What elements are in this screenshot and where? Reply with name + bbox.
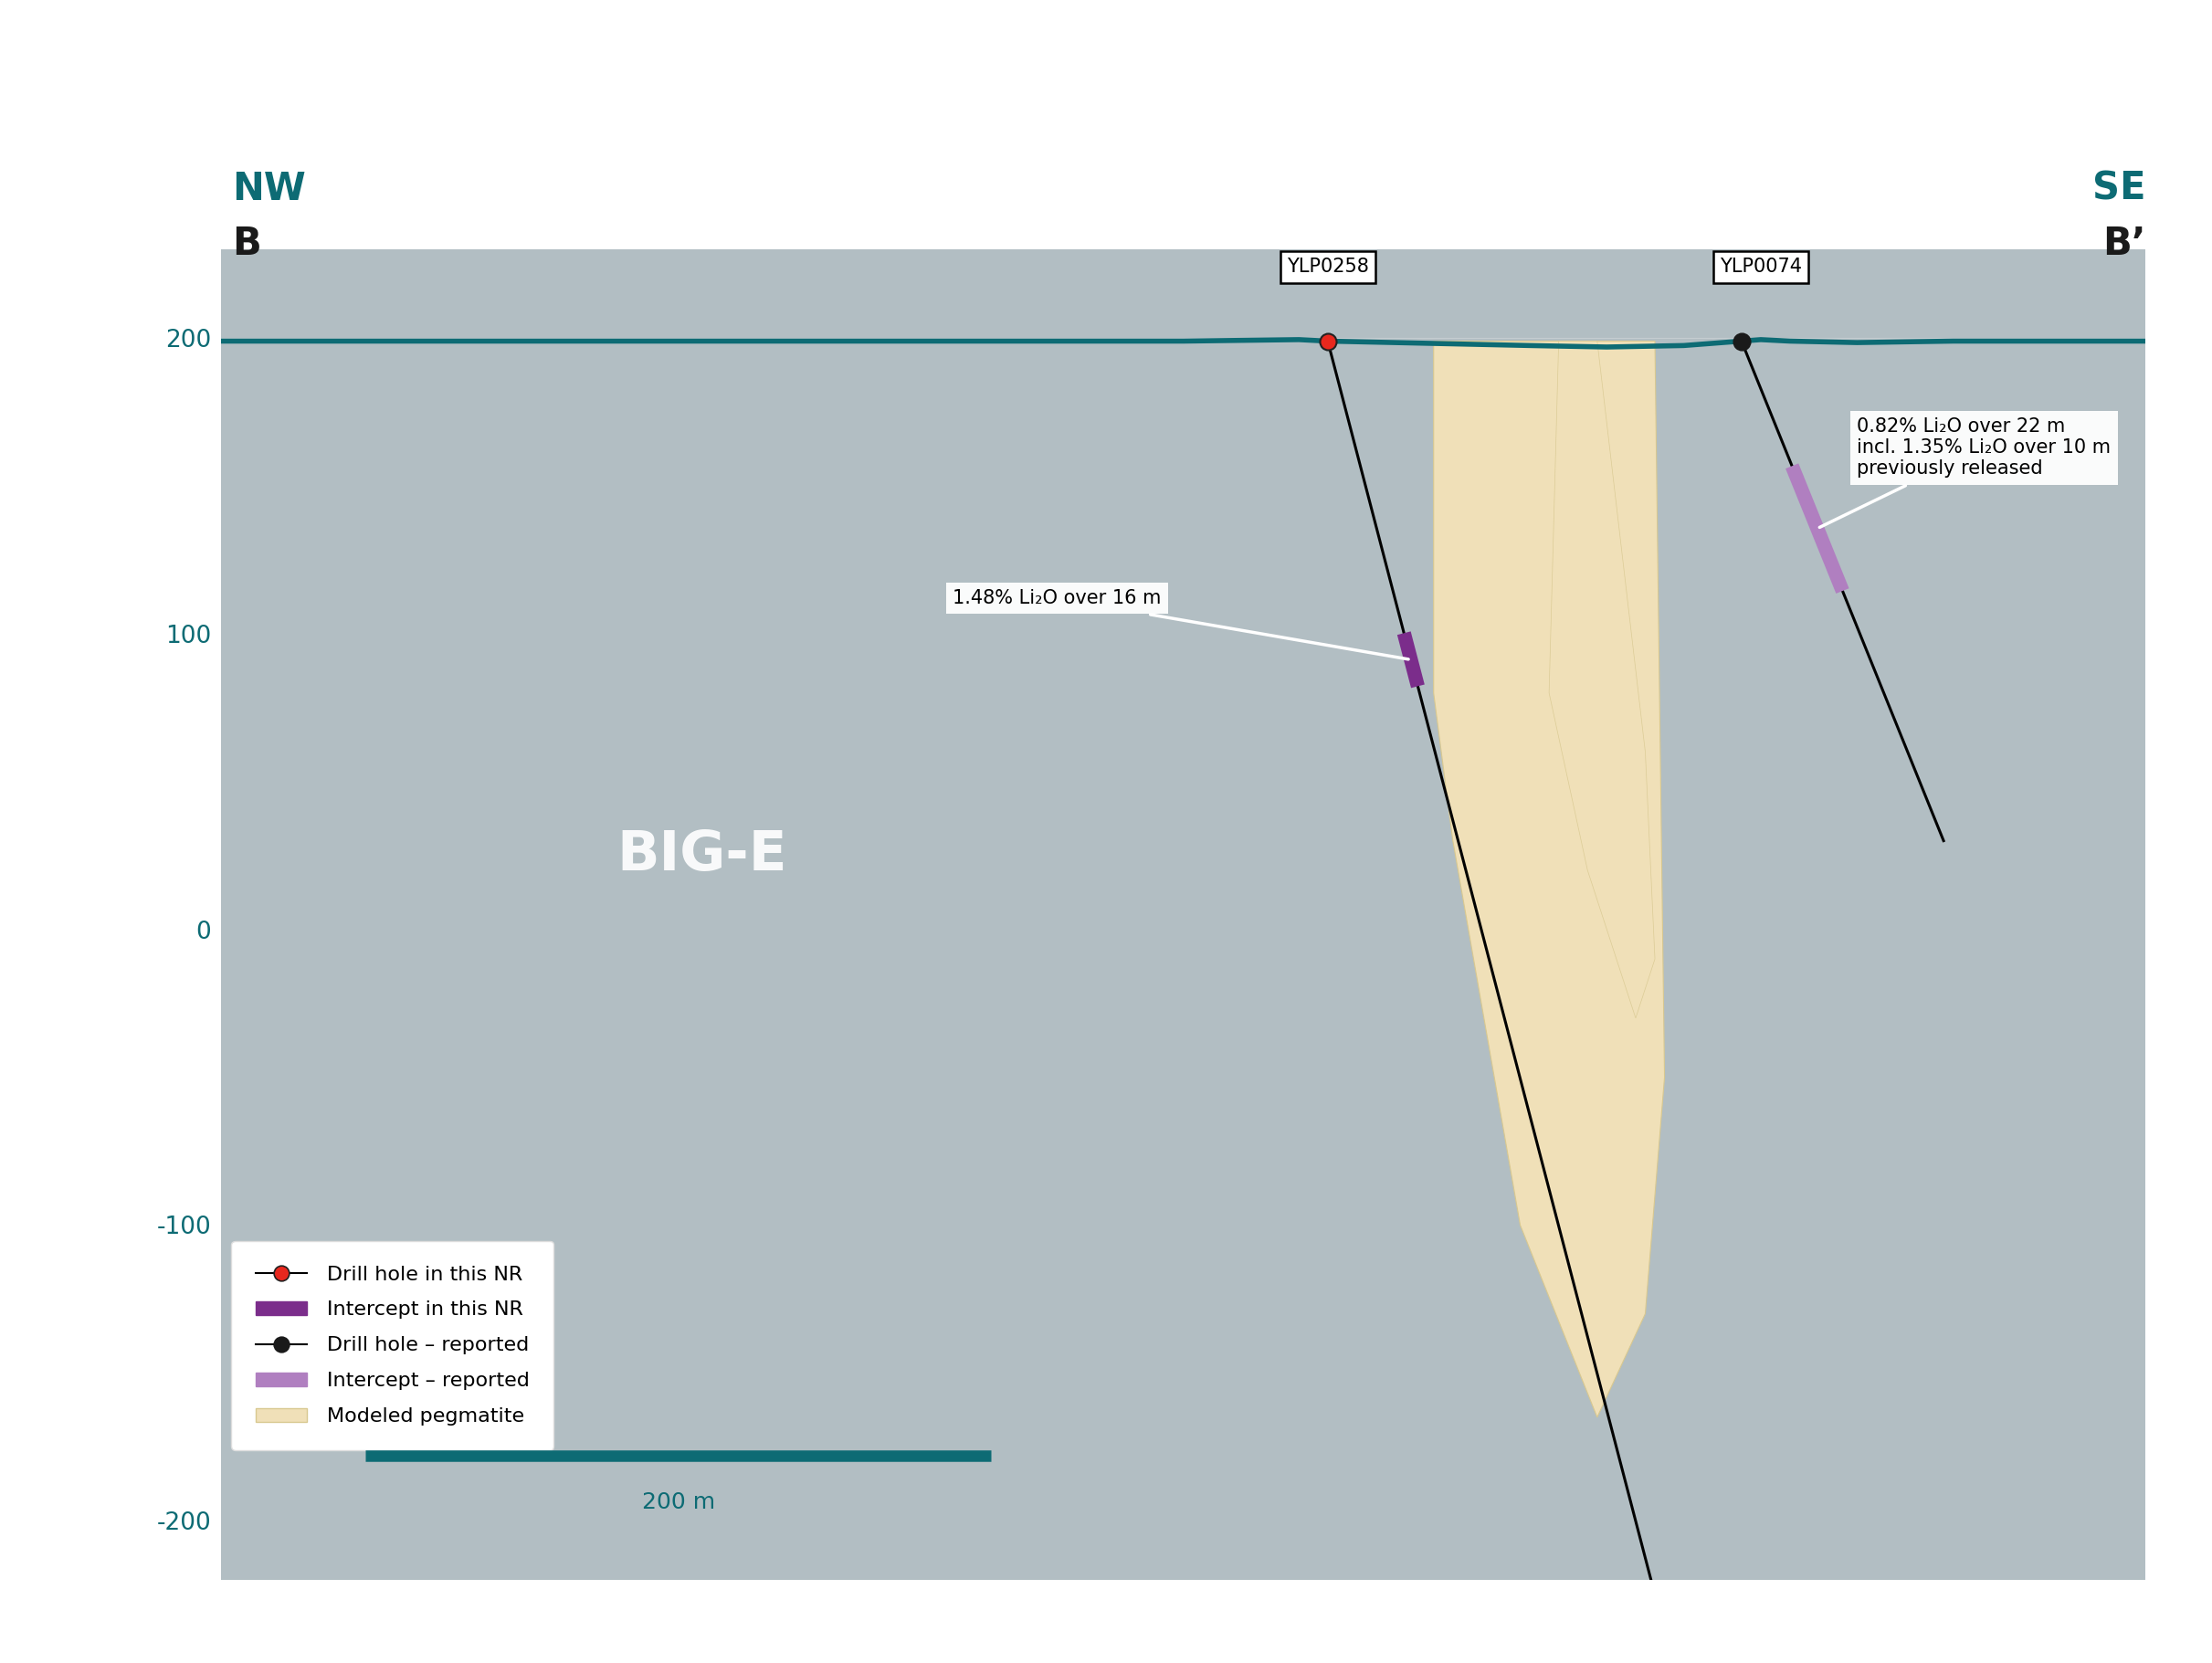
Text: 0.82% Li₂O over 22 m
incl. 1.35% Li₂O over 10 m
previously released: 0.82% Li₂O over 22 m incl. 1.35% Li₂O ov… [1820,417,2110,527]
Polygon shape [1433,341,1666,1417]
Polygon shape [221,339,2146,1580]
Text: SE: SE [2093,170,2146,208]
Text: BIG-E: BIG-E [617,828,787,883]
Legend: Drill hole in this NR, Intercept in this NR, Drill hole – reported, Intercept – : Drill hole in this NR, Intercept in this… [232,1241,553,1450]
Text: 1.48% Li₂O over 16 m: 1.48% Li₂O over 16 m [953,589,1409,659]
Polygon shape [1548,341,1655,1018]
Text: 200 m: 200 m [641,1492,714,1513]
Text: B: B [232,225,261,263]
Text: YLP0258: YLP0258 [1287,258,1369,276]
Text: B’: B’ [2101,225,2146,263]
Text: NW: NW [232,170,305,208]
Text: YLP0074: YLP0074 [1719,258,1803,276]
